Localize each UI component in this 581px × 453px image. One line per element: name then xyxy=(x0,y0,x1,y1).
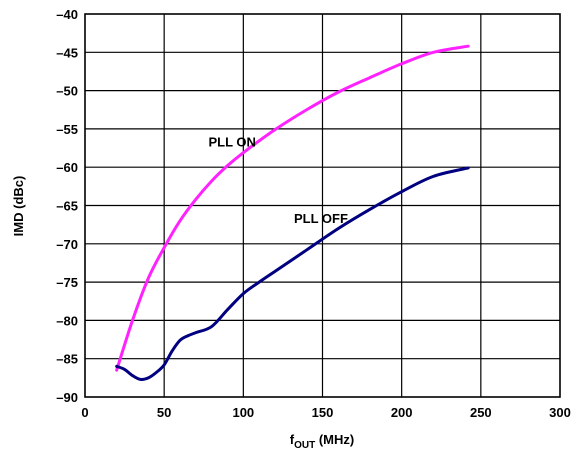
x-tick-label: 100 xyxy=(232,405,254,420)
x-tick-label: 250 xyxy=(470,405,492,420)
y-tick-label: –80 xyxy=(56,313,78,328)
x-tick-label: 150 xyxy=(312,405,334,420)
curve-labels: PLL ON PLL OFF xyxy=(209,135,348,227)
y-tick-label: –60 xyxy=(56,160,78,175)
y-tick-label: –75 xyxy=(56,275,78,290)
y-tick-label: –70 xyxy=(56,237,78,252)
y-tick-label: –50 xyxy=(56,84,78,99)
x-tick-label: 0 xyxy=(81,405,88,420)
x-tick-label: 50 xyxy=(157,405,171,420)
y-tick-label: –90 xyxy=(56,390,78,405)
y-tick-label: –45 xyxy=(56,45,78,60)
y-tick-label: –40 xyxy=(56,7,78,22)
x-tick-label: 200 xyxy=(391,405,413,420)
series-layer xyxy=(115,44,470,381)
x-axis-label: fOUT (MHz) xyxy=(290,432,354,451)
x-axis-tick-labels: 0 50 100 150 200 250 300 xyxy=(81,405,570,420)
curve-label-pll-on: PLL ON xyxy=(209,135,256,150)
x-tick-label: 300 xyxy=(549,405,571,420)
series-line-pll-on xyxy=(115,44,470,372)
y-tick-label: –85 xyxy=(56,352,78,367)
y-axis-label: IMD (dBc) xyxy=(11,176,26,237)
gridlines xyxy=(85,14,560,397)
y-axis-tick-labels: –40 –45 –50 –55 –60 –65 –70 –75 –80 –85 –90 xyxy=(56,7,78,405)
curve-label-pll-off: PLL OFF xyxy=(294,211,348,226)
y-tick-label: –55 xyxy=(56,122,78,137)
plot-frame xyxy=(84,13,561,398)
y-tick-label: –65 xyxy=(56,199,78,214)
series-line-pll-off xyxy=(115,166,470,381)
